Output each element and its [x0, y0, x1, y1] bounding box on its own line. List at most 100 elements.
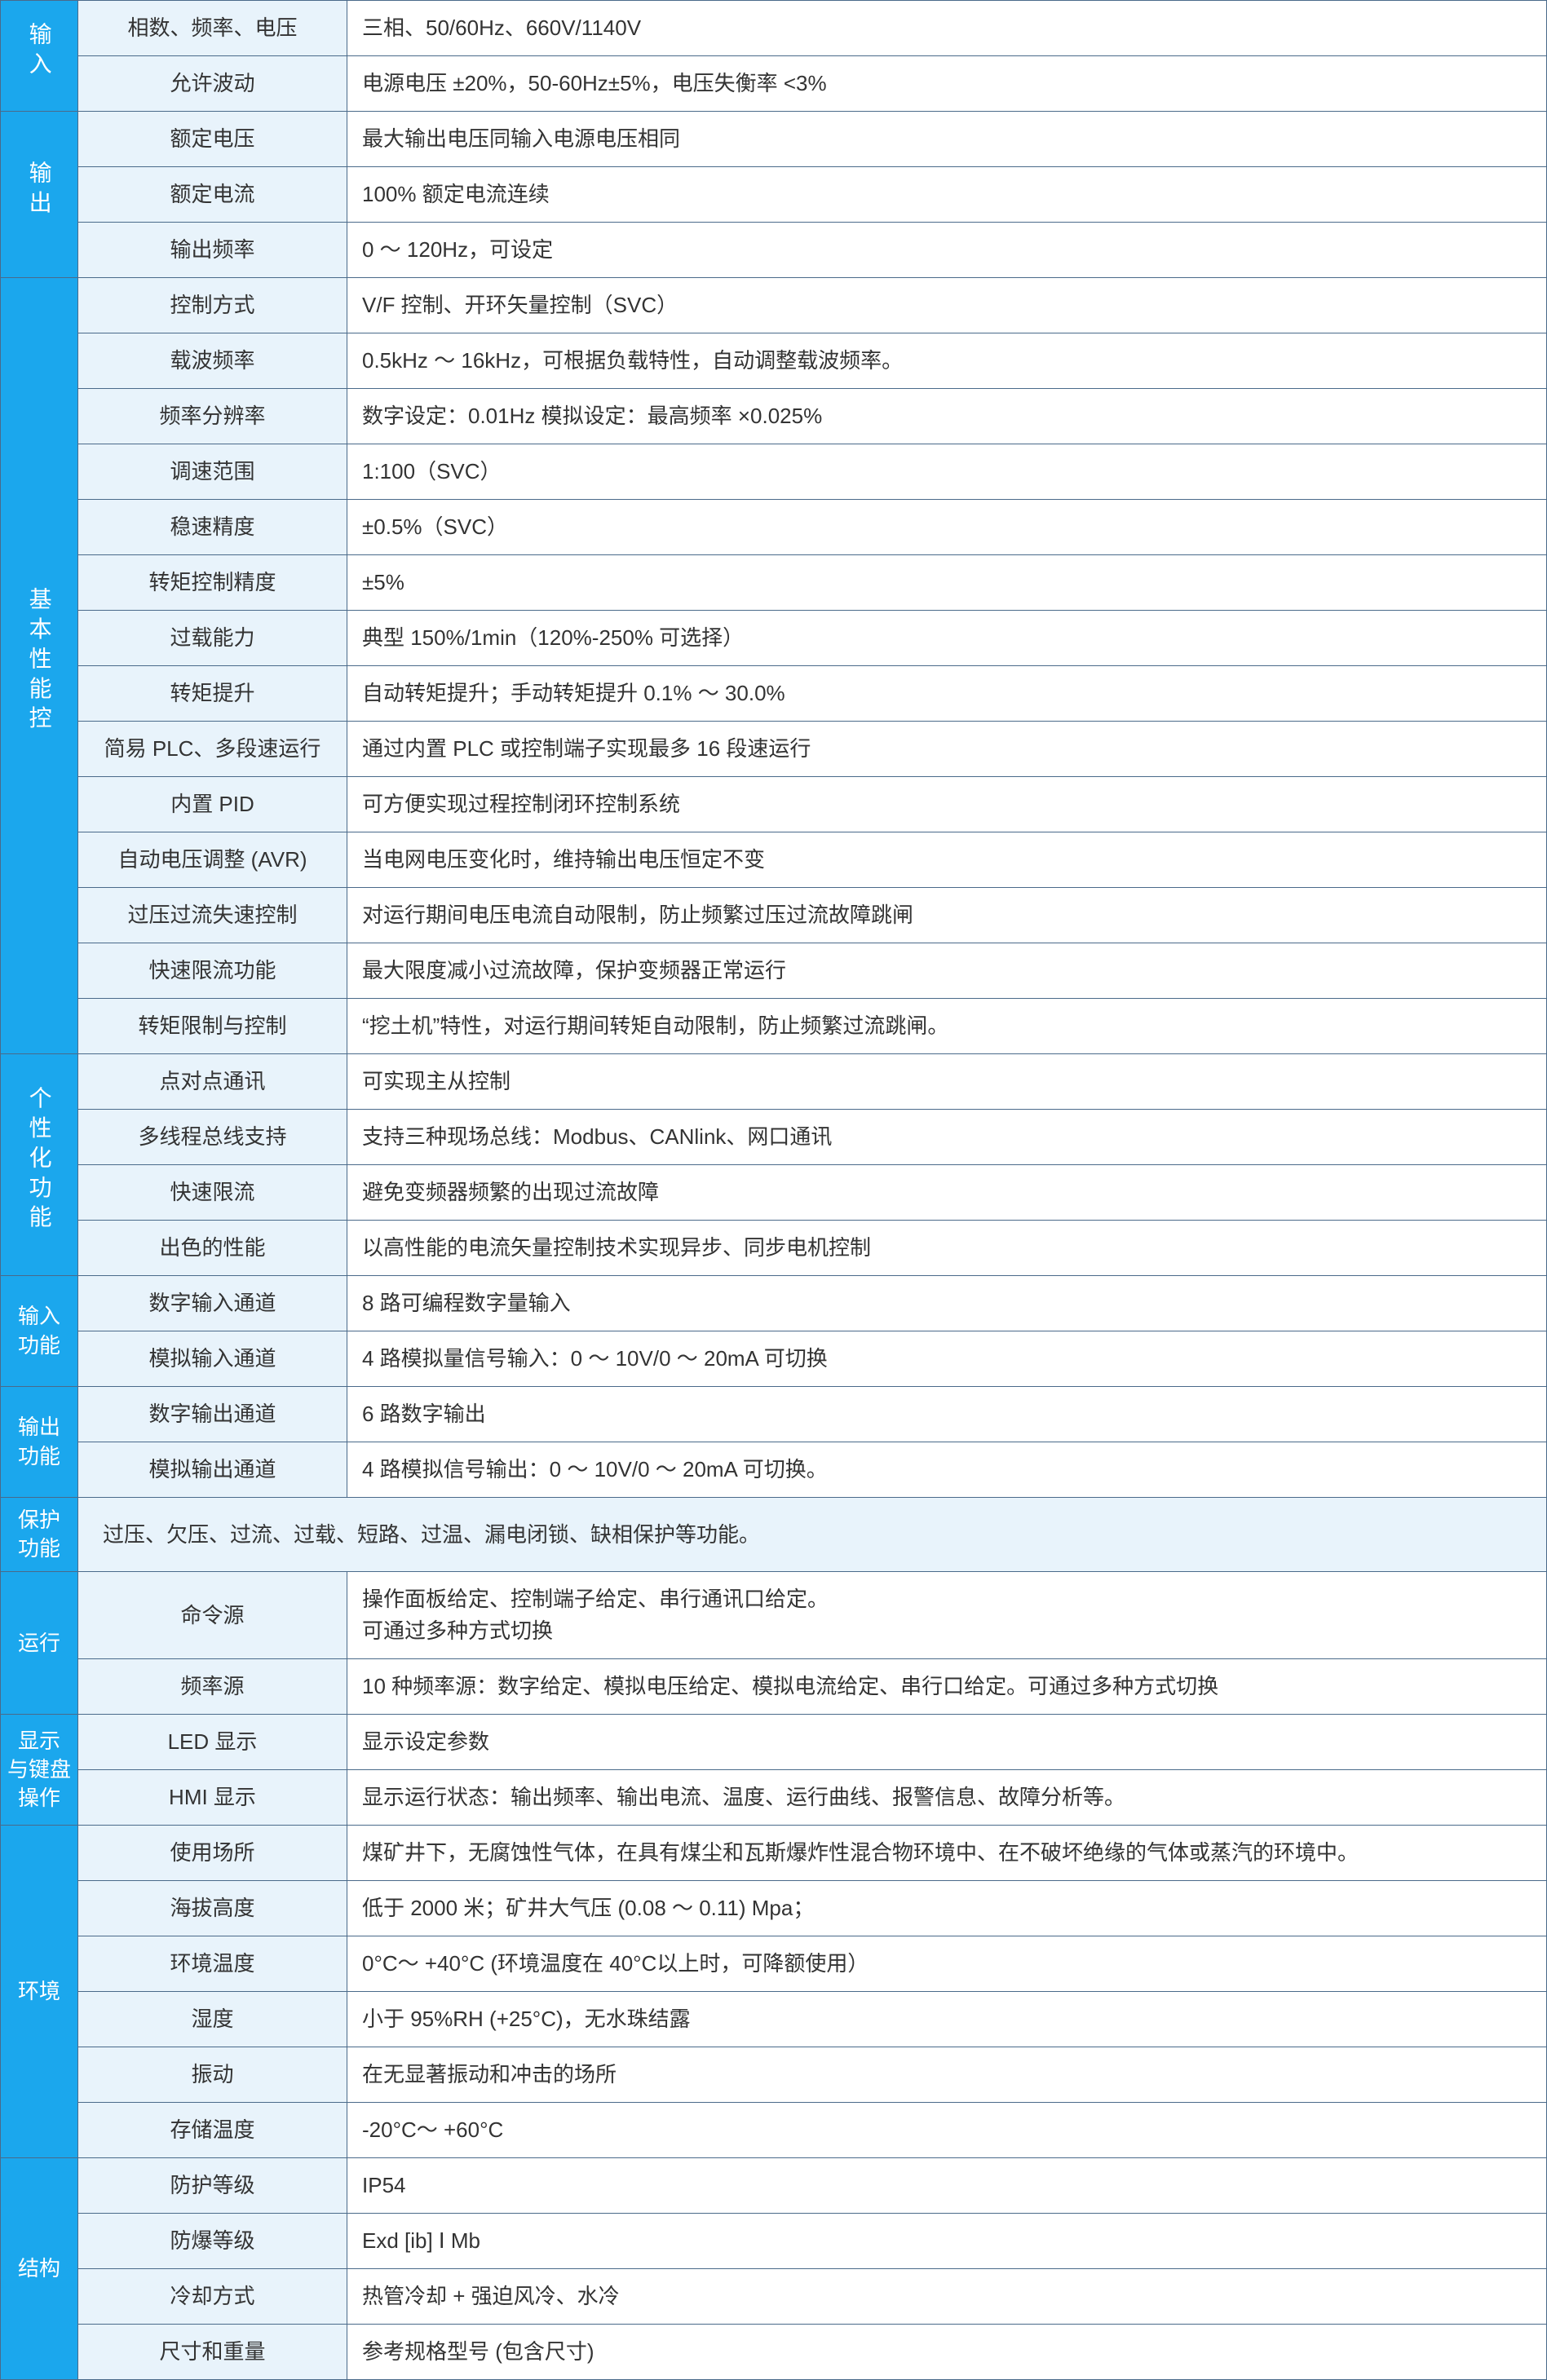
table-row: 振动在无显著振动和冲击的场所 [1, 2047, 1547, 2103]
category-cell: 输出功能 [1, 1387, 78, 1498]
value-cell: 最大输出电压同输入电源电压相同 [347, 112, 1547, 167]
value-cell: 小于 95%RH (+25°C)，无水珠结露 [347, 1992, 1547, 2047]
table-row: 运行命令源操作面板给定、控制端子给定、串行通讯口给定。可通过多种方式切换 [1, 1572, 1547, 1659]
value-cell: 显示设定参数 [347, 1715, 1547, 1770]
table-row: 转矩限制与控制“挖土机”特性，对运行期间转矩自动限制，防止频繁过流跳闸。 [1, 999, 1547, 1054]
value-cell: 4 路模拟信号输出：0 ～ 10V/0 ～ 20mA 可切换。 [347, 1442, 1547, 1498]
param-cell: 过载能力 [78, 611, 347, 666]
param-cell: 频率分辨率 [78, 389, 347, 444]
value-cell: 三相、50/60Hz、660V/1140V [347, 1, 1547, 56]
param-cell: 转矩限制与控制 [78, 999, 347, 1054]
value-cell: ±0.5%（SVC） [347, 500, 1547, 555]
category-cell: 结构 [1, 2158, 78, 2380]
value-cell: 4 路模拟量信号输入：0 ～ 10V/0 ～ 20mA 可切换 [347, 1331, 1547, 1387]
value-cell: 通过内置 PLC 或控制端子实现最多 16 段速运行 [347, 722, 1547, 777]
param-cell: 点对点通讯 [78, 1054, 347, 1110]
param-cell: 使用场所 [78, 1826, 347, 1881]
param-cell: 模拟输出通道 [78, 1442, 347, 1498]
value-cell: 数字设定：0.01Hz 模拟设定：最高频率 ×0.025% [347, 389, 1547, 444]
param-cell: 防护等级 [78, 2158, 347, 2214]
param-cell: 转矩控制精度 [78, 555, 347, 611]
table-row: 频率源10 种频率源：数字给定、模拟电压给定、模拟电流给定、串行口给定。可通过多… [1, 1659, 1547, 1715]
table-row: 存储温度-20°C～ +60°C [1, 2103, 1547, 2158]
param-cell: HMI 显示 [78, 1770, 347, 1826]
param-cell: 简易 PLC、多段速运行 [78, 722, 347, 777]
value-cell: 最大限度减小过流故障，保护变频器正常运行 [347, 943, 1547, 999]
value-cell: 6 路数字输出 [347, 1387, 1547, 1442]
value-cell: 以高性能的电流矢量控制技术实现异步、同步电机控制 [347, 1221, 1547, 1276]
category-cell: 输入功能 [1, 1276, 78, 1387]
category-cell: 输入 [1, 1, 78, 112]
table-row: 频率分辨率数字设定：0.01Hz 模拟设定：最高频率 ×0.025% [1, 389, 1547, 444]
param-cell: 环境温度 [78, 1936, 347, 1992]
table-row: 简易 PLC、多段速运行通过内置 PLC 或控制端子实现最多 16 段速运行 [1, 722, 1547, 777]
param-cell: 振动 [78, 2047, 347, 2103]
table-row: 尺寸和重量参考规格型号 (包含尺寸) [1, 2325, 1547, 2380]
table-row: 载波频率0.5kHz ～ 16kHz，可根据负载特性，自动调整载波频率。 [1, 333, 1547, 389]
table-row: 冷却方式热管冷却 + 强迫风冷、水冷 [1, 2269, 1547, 2325]
value-cell: 低于 2000 米；矿井大气压 (0.08 ～ 0.11) Mpa； [347, 1881, 1547, 1936]
param-cell: 过压过流失速控制 [78, 888, 347, 943]
table-row: 模拟输出通道4 路模拟信号输出：0 ～ 10V/0 ～ 20mA 可切换。 [1, 1442, 1547, 1498]
category-cell: 环境 [1, 1826, 78, 2158]
table-row: 调速范围1:100（SVC） [1, 444, 1547, 500]
table-row: 自动电压调整 (AVR)当电网电压变化时，维持输出电压恒定不变 [1, 832, 1547, 888]
param-cell: LED 显示 [78, 1715, 347, 1770]
specifications-table: 输入相数、频率、电压三相、50/60Hz、660V/1140V允许波动电源电压 … [0, 0, 1547, 2380]
table-row: 湿度小于 95%RH (+25°C)，无水珠结露 [1, 1992, 1547, 2047]
table-row: 个性化功能点对点通讯可实现主从控制 [1, 1054, 1547, 1110]
category-cell: 基本性能控 [1, 278, 78, 1054]
value-cell: 可方便实现过程控制闭环控制系统 [347, 777, 1547, 832]
table-row: 内置 PID可方便实现过程控制闭环控制系统 [1, 777, 1547, 832]
category-cell: 运行 [1, 1572, 78, 1715]
param-cell: 允许波动 [78, 56, 347, 112]
table-row: 模拟输入通道4 路模拟量信号输入：0 ～ 10V/0 ～ 20mA 可切换 [1, 1331, 1547, 1387]
value-cell: IP54 [347, 2158, 1547, 2214]
category-cell: 显示与键盘操作 [1, 1715, 78, 1826]
table-row: 防爆等级Exd [ib] Ⅰ Mb [1, 2214, 1547, 2269]
table-row: 快速限流避免变频器频繁的出现过流故障 [1, 1165, 1547, 1221]
value-cell: 可实现主从控制 [347, 1054, 1547, 1110]
value-cell: 100% 额定电流连续 [347, 167, 1547, 223]
value-cell: 8 路可编程数字量输入 [347, 1276, 1547, 1331]
param-cell: 快速限流功能 [78, 943, 347, 999]
param-cell: 海拔高度 [78, 1881, 347, 1936]
param-cell: 额定电压 [78, 112, 347, 167]
value-cell: 避免变频器频繁的出现过流故障 [347, 1165, 1547, 1221]
param-cell: 输出频率 [78, 223, 347, 278]
table-row: 输出功能数字输出通道6 路数字输出 [1, 1387, 1547, 1442]
value-cell: 1:100（SVC） [347, 444, 1547, 500]
value-cell: 电源电压 ±20%，50-60Hz±5%，电压失衡率 <3% [347, 56, 1547, 112]
value-cell: ±5% [347, 555, 1547, 611]
table-row: 基本性能控控制方式V/F 控制、开环矢量控制（SVC） [1, 278, 1547, 333]
param-cell: 模拟输入通道 [78, 1331, 347, 1387]
table-row: 过载能力典型 150%/1min（120%-250% 可选择） [1, 611, 1547, 666]
param-cell: 相数、频率、电压 [78, 1, 347, 56]
value-cell: 0 ～ 120Hz，可设定 [347, 223, 1547, 278]
value-cell: 自动转矩提升；手动转矩提升 0.1% ～ 30.0% [347, 666, 1547, 722]
value-cell: 0.5kHz ～ 16kHz，可根据负载特性，自动调整载波频率。 [347, 333, 1547, 389]
table-row: 多线程总线支持支持三种现场总线：Modbus、CANlink、网口通讯 [1, 1110, 1547, 1165]
table-row: 海拔高度低于 2000 米；矿井大气压 (0.08 ～ 0.11) Mpa； [1, 1881, 1547, 1936]
table-row: 额定电流100% 额定电流连续 [1, 167, 1547, 223]
param-cell: 防爆等级 [78, 2214, 347, 2269]
table-row: 环境使用场所煤矿井下，无腐蚀性气体，在具有煤尘和瓦斯爆炸性混合物环境中、在不破坏… [1, 1826, 1547, 1881]
table-row: HMI 显示显示运行状态：输出频率、输出电流、温度、运行曲线、报警信息、故障分析… [1, 1770, 1547, 1826]
value-cell: 煤矿井下，无腐蚀性气体，在具有煤尘和瓦斯爆炸性混合物环境中、在不破坏绝缘的气体或… [347, 1826, 1547, 1881]
value-cell: 热管冷却 + 强迫风冷、水冷 [347, 2269, 1547, 2325]
param-cell: 稳速精度 [78, 500, 347, 555]
table-row: 结构防护等级IP54 [1, 2158, 1547, 2214]
param-cell: 数字输出通道 [78, 1387, 347, 1442]
table-row: 保护功能过压、欠压、过流、过载、短路、过温、漏电闭锁、缺相保护等功能。 [1, 1498, 1547, 1572]
category-cell: 个性化功能 [1, 1054, 78, 1276]
table-row: 过压过流失速控制对运行期间电压电流自动限制，防止频繁过压过流故障跳闸 [1, 888, 1547, 943]
param-cell: 快速限流 [78, 1165, 347, 1221]
value-cell: V/F 控制、开环矢量控制（SVC） [347, 278, 1547, 333]
param-cell: 转矩提升 [78, 666, 347, 722]
param-cell: 调速范围 [78, 444, 347, 500]
value-cell: 操作面板给定、控制端子给定、串行通讯口给定。可通过多种方式切换 [347, 1572, 1547, 1659]
value-cell: “挖土机”特性，对运行期间转矩自动限制，防止频繁过流跳闸。 [347, 999, 1547, 1054]
param-cell: 存储温度 [78, 2103, 347, 2158]
param-cell: 自动电压调整 (AVR) [78, 832, 347, 888]
category-cell: 输出 [1, 112, 78, 278]
